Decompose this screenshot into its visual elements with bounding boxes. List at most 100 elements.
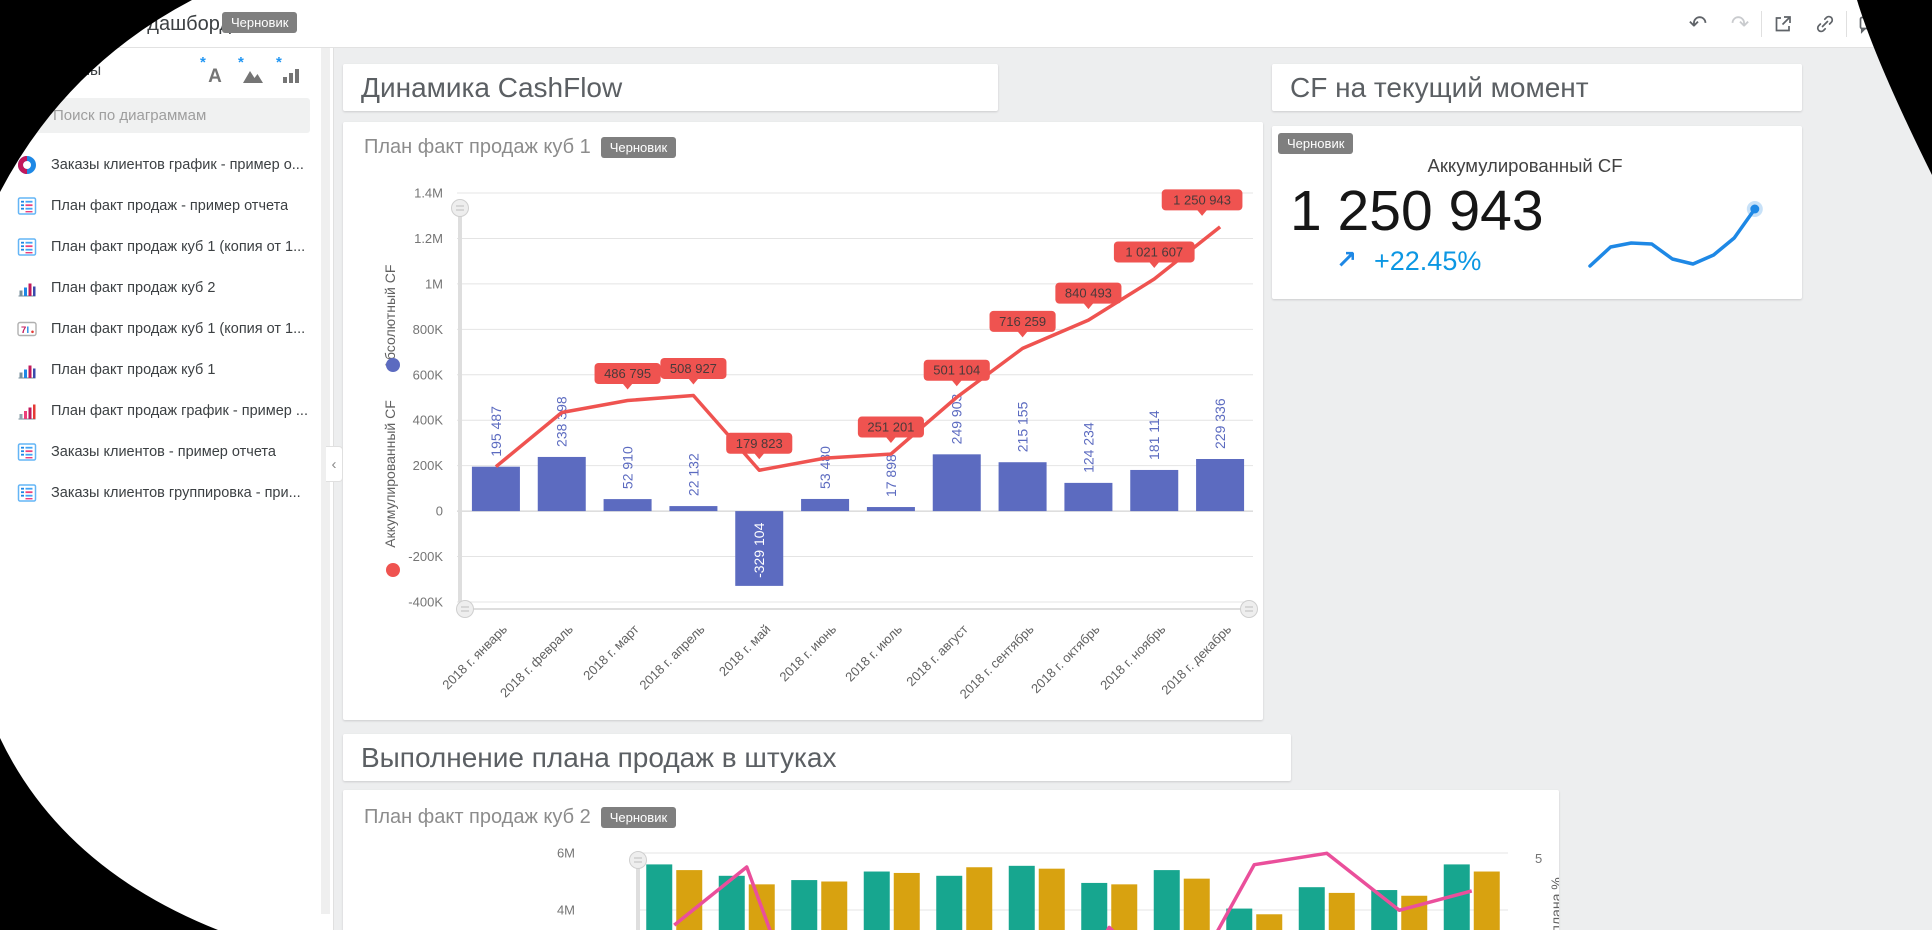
comments-icon[interactable] [1847,0,1889,48]
plan-fact-grouped-chart[interactable]: 6M 4M 5 плана % [343,790,1559,930]
diagram-list-item[interactable]: План факт продаж куб 2 [0,267,319,308]
bar-plan[interactable] [1401,895,1428,930]
bar[interactable] [866,507,915,512]
range-slider-handle[interactable] [451,199,469,217]
plan-percent-line[interactable] [673,851,1473,930]
add-text-widget-button[interactable]: * A [196,54,234,88]
bar-plan[interactable] [966,867,993,930]
svg-text:195 487: 195 487 [488,406,504,457]
data-label-chip[interactable] [660,357,727,379]
bar[interactable] [1196,459,1245,512]
sidebar-collapse-button[interactable]: ‹ [326,446,343,482]
bar-fact[interactable] [646,864,673,930]
cashflow-chart-card[interactable]: План факт продаж куб 1 Черновик 1.4M 1.2M… [343,122,1263,720]
bar-fact[interactable] [863,871,890,930]
svg-text:215 155: 215 155 [1015,401,1031,452]
data-label-chip[interactable] [594,363,661,385]
diagram-list-item[interactable]: Заказы клиентов группировка - при... [0,472,319,513]
undo-icon[interactable]: ↶ [1688,11,1708,37]
diagram-list-item[interactable]: Заказы клиентов - пример отчета [0,431,319,472]
bar[interactable] [669,506,718,512]
data-label-chip[interactable] [923,359,990,381]
search-input[interactable] [53,107,293,124]
svg-text:249 903: 249 903 [949,394,965,445]
text-widget-icon: A [208,66,222,87]
bar[interactable] [1064,482,1113,512]
bar-plan[interactable] [1183,878,1210,930]
bar[interactable] [801,498,850,512]
data-label-chip[interactable] [1113,241,1195,263]
bar-plan[interactable] [1038,868,1065,930]
legend-dot-line[interactable] [386,563,400,577]
copy-link-icon[interactable] [1804,0,1846,48]
section-title-current-cf[interactable]: CF на текущий момент [1272,64,1802,111]
accumulated-line[interactable] [494,225,1222,473]
bar[interactable] [537,456,586,512]
svg-text:-200K: -200K [408,549,443,564]
app-logo[interactable]: 1С [26,6,62,42]
bar-fact[interactable] [1008,865,1035,930]
bar-fact[interactable] [1371,890,1398,930]
zoom-slider[interactable] [629,851,647,930]
svg-text:486 795: 486 795 [604,366,651,381]
bar-plan[interactable] [1256,914,1283,930]
diagram-list-item[interactable]: План факт продаж куб 1 (копия от 1... [0,226,319,267]
add-chart-widget-button[interactable]: * [272,54,310,88]
redo-icon[interactable]: ↷ [1730,11,1750,37]
bar-plan[interactable] [893,872,920,930]
bar-fact[interactable] [791,880,818,930]
diagram-search[interactable] [12,98,310,133]
svg-text:2018 г. март: 2018 г. март [580,621,642,683]
data-label-chip[interactable] [726,432,793,454]
open-external-icon[interactable] [1762,0,1804,48]
section-title-plan-units[interactable]: Выполнение плана продаж в штуках [343,734,1291,781]
data-label-chip[interactable] [1161,189,1243,211]
bar[interactable] [932,454,981,512]
range-slider-handle[interactable] [456,600,474,618]
data-label-chip[interactable] [1055,282,1122,304]
bar[interactable] [735,511,784,586]
section-title-cashflow[interactable]: Динамика CashFlow [343,64,998,111]
zoom-sliders[interactable] [451,199,1258,618]
diagram-list-item[interactable]: 7 I План факт продаж куб 1 (копия от 1..… [0,308,319,349]
range-slider-handle[interactable] [1240,600,1258,618]
settings-waves-icon[interactable] [1890,0,1932,48]
gridlines: 1.4M 1.2M 1M 800K 600K 400K 200K 0 -200K -400K [408,186,1253,610]
svg-text:181 114: 181 114 [1146,410,1162,460]
bar-fact[interactable] [1153,870,1180,930]
bar-plan[interactable] [1328,892,1355,930]
svg-text:I: I [27,324,30,335]
diagram-list-item[interactable]: План факт продаж - пример отчета [0,185,319,226]
plan-fact-chart-card[interactable]: План факт продаж куб 2 Черновик 6M 4M 5 пла… [343,790,1559,930]
diagram-list-item[interactable]: План факт продаж куб 1 [0,349,319,390]
bar[interactable] [998,462,1047,512]
kpi-delta: +22.45% [1374,246,1482,276]
legend-dot-bar[interactable] [386,358,400,372]
bar[interactable] [471,466,520,512]
dashboard-canvas: Динамика CashFlow План факт продаж куб 1… [334,48,1932,930]
bar-fact[interactable] [1081,882,1108,930]
bar[interactable] [1130,469,1179,512]
kpi-card[interactable]: Черновик Аккумулированный CF 1 250 943 ↗… [1272,126,1802,299]
diagram-list-item[interactable]: План факт продаж график - пример ... [0,390,319,431]
logo-text: 1С [26,11,52,33]
cashflow-combo-chart[interactable]: 1.4M 1.2M 1M 800K 600K 400K 200K 0 -200K -400K Абс… [343,122,1263,720]
axis-titles: Абсолютный CF Аккумулированный CF [382,265,400,577]
bar-plan[interactable] [821,881,848,930]
data-label-chip[interactable] [857,416,924,438]
bar-plan[interactable] [1473,871,1500,930]
svg-text:400K: 400K [413,413,444,428]
add-image-widget-button[interactable]: * [234,54,272,88]
bar-fact[interactable] [718,875,745,930]
bar-plan[interactable] [1111,884,1138,930]
bar-fact[interactable] [1226,908,1253,930]
bar[interactable] [603,499,652,512]
bar-fact[interactable] [936,875,963,930]
sidebar-scrollbar[interactable] [321,48,330,914]
range-slider-handle[interactable] [629,851,647,869]
data-label-chip[interactable] [989,310,1056,332]
diagram-list-item[interactable]: Заказы клиентов график - пример о... [0,144,319,185]
bars2-icon [18,404,36,420]
bar-fact[interactable] [1298,887,1325,930]
